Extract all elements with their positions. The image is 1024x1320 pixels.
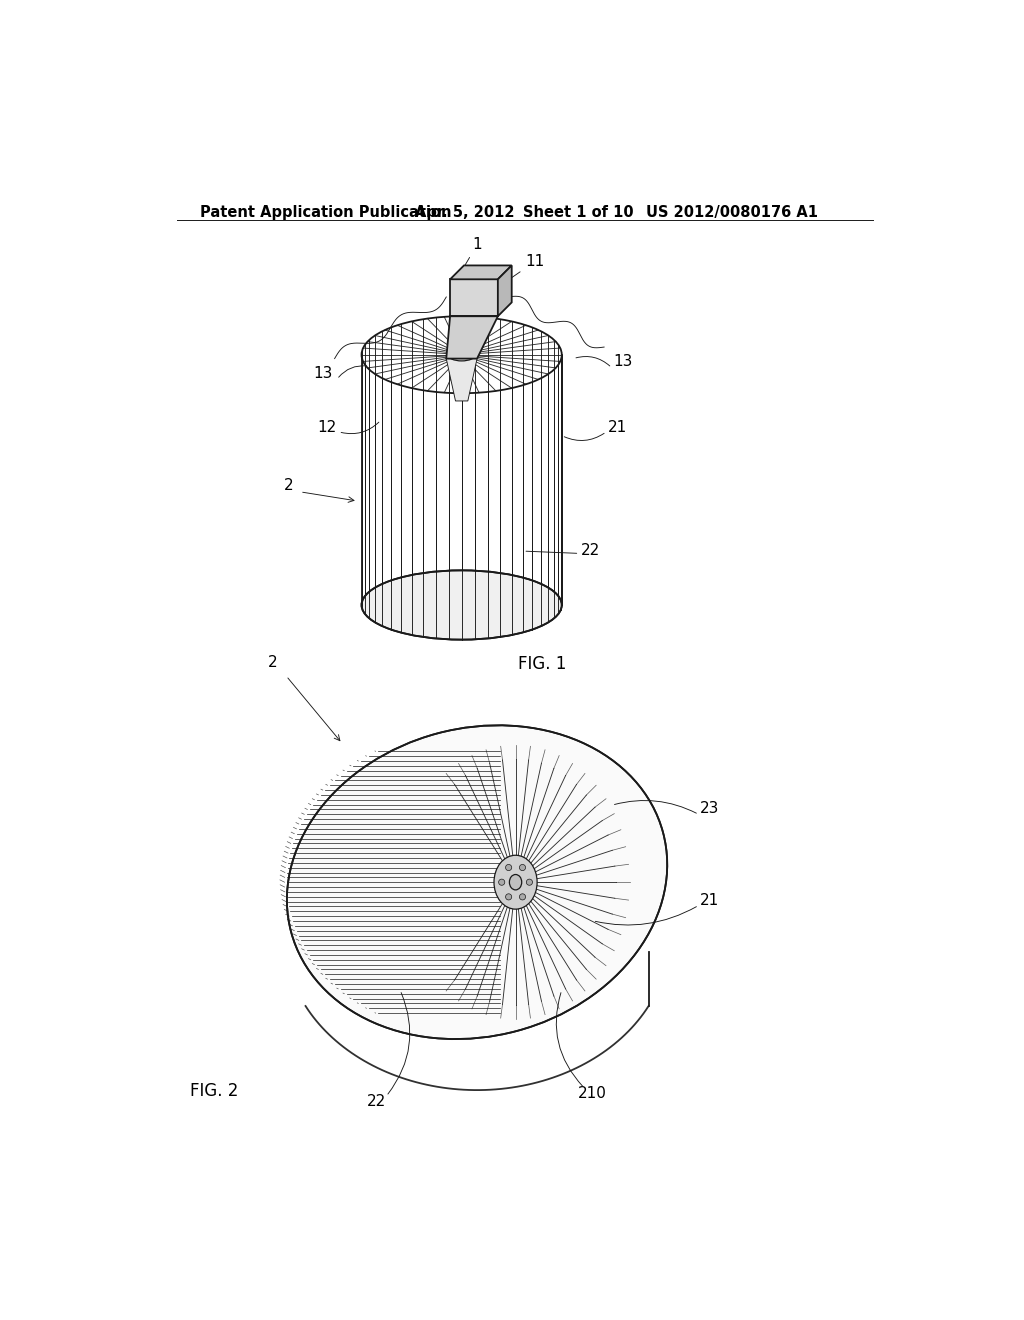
Text: 210: 210 [579, 1086, 607, 1101]
Text: Patent Application Publication: Patent Application Publication [200, 205, 452, 219]
Text: 23: 23 [700, 801, 720, 816]
Ellipse shape [509, 874, 521, 890]
Text: 22: 22 [581, 543, 600, 558]
Text: FIG. 1: FIG. 1 [518, 655, 566, 673]
Text: 22: 22 [368, 1093, 387, 1109]
Ellipse shape [506, 894, 512, 900]
Polygon shape [451, 280, 498, 317]
Text: 13: 13 [313, 366, 333, 381]
Ellipse shape [447, 348, 475, 360]
Text: 12: 12 [317, 420, 337, 434]
Ellipse shape [519, 894, 525, 900]
Text: 21: 21 [608, 420, 628, 434]
Text: US 2012/0080176 A1: US 2012/0080176 A1 [646, 205, 818, 219]
Polygon shape [446, 317, 498, 359]
Polygon shape [498, 265, 512, 317]
Polygon shape [451, 265, 512, 280]
Ellipse shape [499, 879, 505, 886]
Text: 11: 11 [497, 255, 545, 288]
Ellipse shape [506, 865, 512, 871]
Ellipse shape [494, 855, 538, 909]
Text: 13: 13 [613, 354, 633, 370]
Text: 2: 2 [284, 478, 293, 492]
Ellipse shape [519, 865, 525, 871]
Text: Sheet 1 of 10: Sheet 1 of 10 [523, 205, 634, 219]
Text: FIG. 2: FIG. 2 [189, 1082, 238, 1101]
Text: Apr. 5, 2012: Apr. 5, 2012 [416, 205, 515, 219]
Ellipse shape [361, 570, 562, 640]
Ellipse shape [526, 879, 532, 886]
Text: 2: 2 [268, 655, 278, 669]
Polygon shape [446, 359, 477, 401]
Text: 21: 21 [700, 894, 720, 908]
Text: 1: 1 [456, 238, 482, 281]
Ellipse shape [287, 725, 668, 1039]
